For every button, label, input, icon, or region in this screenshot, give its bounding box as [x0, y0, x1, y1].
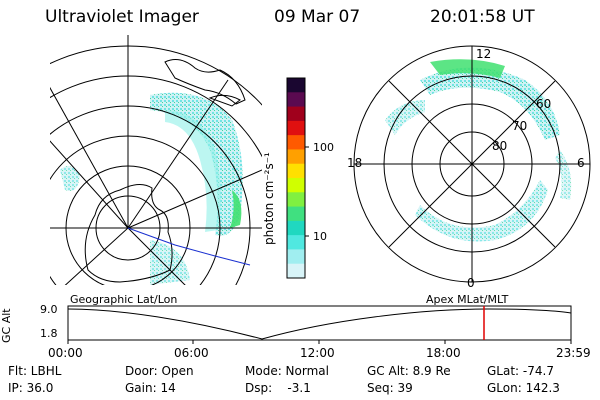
color-bar-segment	[287, 106, 305, 122]
x-tick-1800: 18:00	[426, 346, 461, 360]
aurora-emission	[385, 100, 425, 135]
aurora-emission	[165, 110, 221, 232]
aurora-emission	[230, 190, 242, 228]
terminator-line	[127, 227, 251, 266]
mlt-0-label: 0	[467, 276, 475, 290]
aurora-emission	[420, 67, 560, 140]
apex-polar-map	[385, 59, 572, 242]
color-bar-segment	[287, 178, 305, 193]
color-bar-segment	[287, 149, 305, 165]
aurora-emission	[415, 180, 548, 242]
time-label: 20:01:58 UT	[430, 7, 535, 27]
altitude-curve	[67, 308, 572, 340]
door-info: Door: Open	[125, 364, 194, 378]
x-tick-0600: 06:00	[174, 346, 209, 360]
coastline	[84, 184, 173, 283]
mlt-18-label: 18	[347, 156, 363, 170]
geographic-map	[50, 35, 262, 285]
color-bar-segment	[287, 249, 305, 265]
color-bar	[287, 78, 305, 279]
lat-60-label: 60	[536, 97, 552, 111]
x-ticks	[67, 340, 572, 344]
color-bar-segment	[287, 235, 305, 250]
color-bar-segment	[287, 120, 305, 136]
gc-alt-info: GC Alt: 8.9 Re	[367, 364, 451, 378]
mlt-6-label: 6	[577, 156, 585, 170]
coastline	[164, 59, 246, 105]
glat-info: GLat: -74.7	[487, 364, 554, 378]
color-bar-segment	[287, 135, 305, 150]
x-tick-1200: 12:00	[300, 346, 335, 360]
mlt-12-label: 12	[476, 47, 492, 61]
color-bar-frame	[286, 77, 306, 279]
color-bar-segment	[287, 192, 305, 208]
date-label: 09 Mar 07	[274, 7, 361, 27]
lat-80-label: 80	[492, 139, 508, 153]
aurora-emission	[430, 59, 505, 78]
y-tick-min: 1.8	[40, 327, 58, 340]
aurora-emission	[555, 150, 572, 200]
colorbar-tick-10: 10	[313, 230, 327, 243]
color-bar-segment	[287, 206, 305, 222]
mode-info: Mode: Normal	[245, 364, 329, 378]
color-bar-segment	[287, 163, 305, 179]
dsp-info: Dsp: -3.1	[245, 381, 311, 395]
aurora-emission	[60, 166, 80, 191]
y-tick-max: 9.0	[40, 303, 58, 316]
polar-grid	[353, 45, 591, 283]
color-bar-segment	[287, 78, 305, 93]
lat-70-label: 70	[512, 119, 528, 133]
instrument-title: Ultraviolet Imager	[45, 7, 199, 27]
altitude-axis-label: GC Alt	[0, 308, 13, 343]
filter-info: Flt: LBHL	[8, 364, 62, 378]
colorbar-unit: photon cm⁻²s⁻¹	[262, 152, 276, 245]
gain-info: Gain: 14	[125, 381, 176, 395]
glon-info: GLon: 142.3	[487, 381, 560, 395]
color-bar-segment	[287, 92, 305, 108]
left-panel-title: Geographic Lat/Lon	[70, 293, 178, 306]
x-tick-0000: 00:00	[48, 346, 83, 360]
ip-info: IP: 36.0	[8, 381, 54, 395]
seq-info: Seq: 39	[367, 381, 413, 395]
coastline	[208, 94, 241, 107]
x-tick-2359: 23:59	[556, 346, 591, 360]
colorbar-tick-100: 100	[313, 141, 334, 154]
right-panel-title: Apex MLat/MLT	[426, 293, 509, 306]
color-bar-segment	[287, 263, 305, 279]
aurora-emission	[150, 240, 190, 285]
altitude-plot-frame	[67, 305, 572, 341]
color-bar-segment	[287, 220, 305, 236]
